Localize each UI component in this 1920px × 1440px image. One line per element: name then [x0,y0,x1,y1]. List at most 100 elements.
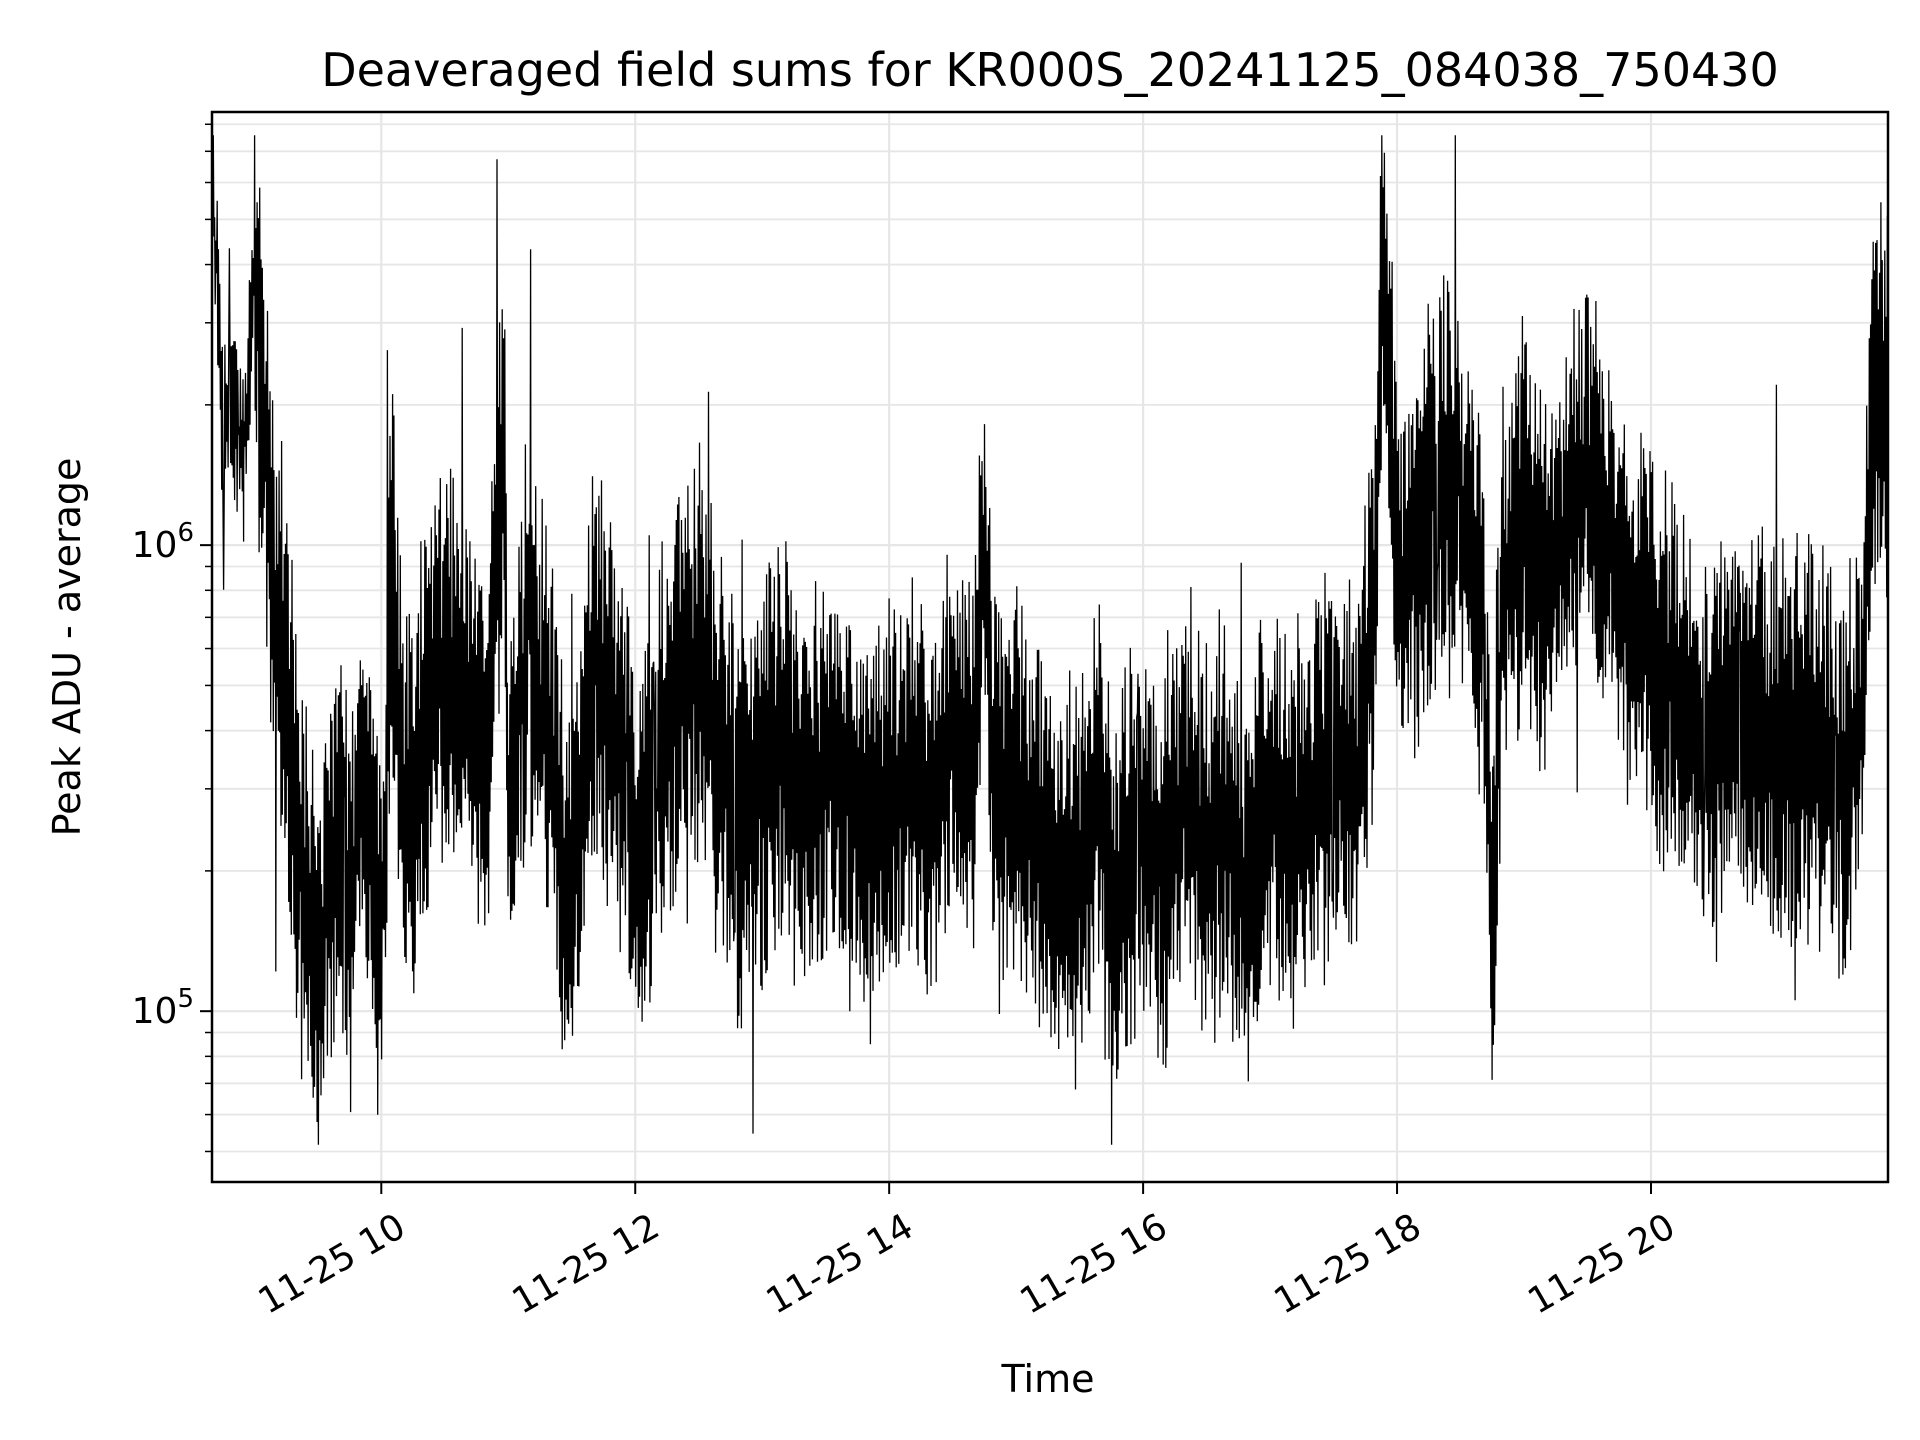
y-tick-label: 105 [132,984,194,1032]
data-point [1840,788,1843,790]
data-point [1819,757,1821,759]
data-point [274,616,277,618]
data-point [1862,729,1864,732]
data-point [465,706,467,708]
data-point [846,788,848,790]
data-point [1459,507,1462,509]
data-point [232,394,234,396]
data-point [338,802,340,804]
data-point [1227,825,1229,827]
data-point [983,507,985,509]
data-point [1079,891,1081,893]
data-point [253,274,255,276]
data-point [1481,589,1483,591]
data-point [1142,825,1144,827]
data-point [803,825,806,827]
data-point [503,425,505,427]
data-layer [211,135,1889,1145]
data-point [549,757,552,759]
data-point [782,729,784,732]
data-point [1713,757,1716,759]
data-point [1798,729,1800,732]
y-tick-label: 106 [132,518,194,566]
data-point [327,891,329,893]
data-point [1438,462,1440,464]
data-point [1586,462,1589,464]
data-point [528,616,531,618]
data-point [1629,616,1631,618]
data-point [380,942,382,944]
data-point [401,788,404,790]
data-point [698,647,700,650]
data-point [1396,589,1398,591]
data-point [1015,788,1017,790]
data-point [423,729,425,732]
data-point [1381,227,1383,229]
data-point [952,729,954,732]
series-line [211,135,1889,1145]
data-point [1491,942,1493,944]
data-point [1110,942,1112,944]
data-point [370,825,372,827]
data-point [264,414,266,416]
data-point [888,802,890,804]
data-point [1269,788,1271,790]
data-point [317,973,319,975]
data-point [676,684,679,687]
data-point [1565,525,1567,527]
data-point [221,425,224,427]
data-point [1692,729,1694,732]
data-point [1544,589,1546,591]
data-point [655,788,657,790]
data-point [1671,684,1673,687]
data-point [825,757,827,759]
data-point [909,788,911,790]
data-point [634,870,636,872]
data-point [348,928,351,930]
data-point [1057,870,1060,872]
y-axis-label: Peak ADU - average [45,458,89,837]
data-point [571,928,573,930]
data-point [1332,757,1335,759]
data-point [1311,802,1314,804]
data-point [613,729,615,732]
data-point [359,788,361,790]
data-point [243,462,245,464]
data-point [1375,565,1377,568]
x-axis-label: Time [1001,1357,1095,1401]
data-point [740,825,742,827]
data-point [1354,788,1356,790]
data-point [994,802,996,804]
y-tick-label-base: 10 [132,525,178,566]
data-point [1163,870,1165,872]
data-point [412,825,414,827]
plot-frame [210,110,1890,1184]
data-point [285,684,287,687]
data-point [1777,757,1779,759]
data-point [930,825,933,827]
data-point [1205,851,1208,853]
data-point [973,788,975,790]
data-point [1036,825,1038,827]
data-point [1650,647,1652,650]
data-point [1121,870,1123,872]
data-point [507,788,509,790]
data-point [296,825,298,827]
data-point [391,565,393,568]
y-tick-label-base: 10 [132,991,178,1032]
data-point [1502,565,1504,568]
data-point [1184,788,1187,790]
data-point [486,757,488,759]
data-point [719,757,721,759]
data-point [592,647,594,650]
data-point [306,915,308,917]
data-point [444,647,446,650]
y-tick-label-exponent: 6 [177,518,194,548]
data-point [1523,525,1525,527]
data-point [1872,384,1874,387]
data-point [1756,729,1758,732]
data-point [761,788,763,790]
data-point [1608,544,1610,546]
